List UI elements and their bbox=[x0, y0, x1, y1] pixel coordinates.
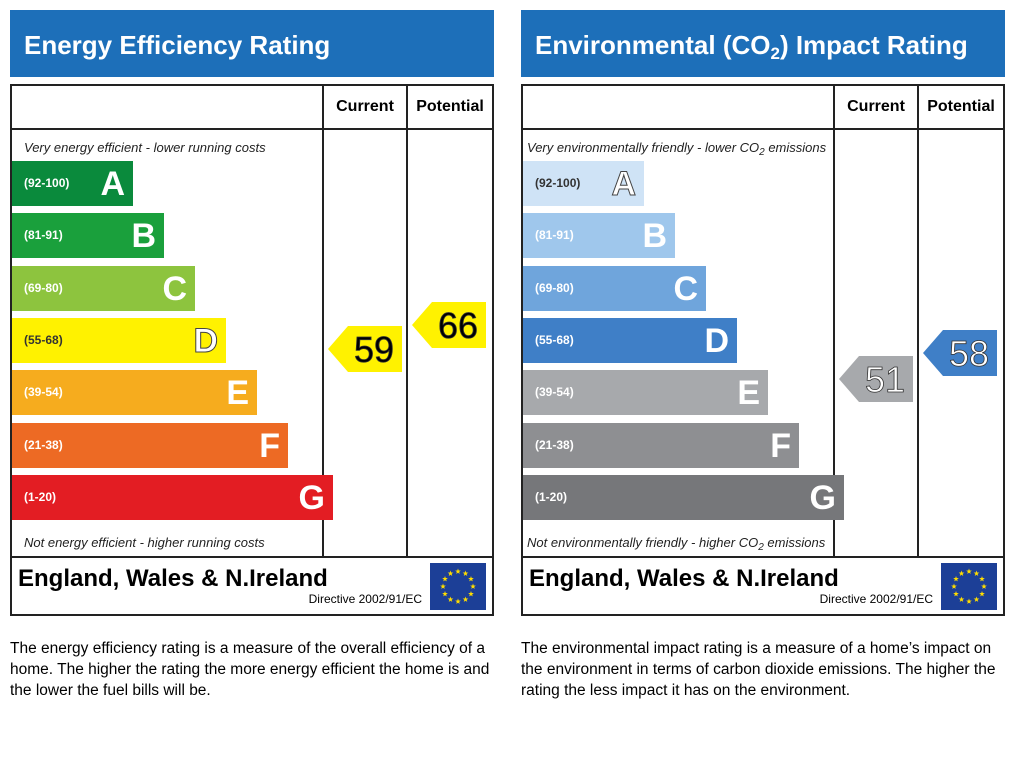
current-arrow-shape bbox=[328, 326, 402, 373]
rating-description: The environmental impact rating is a mea… bbox=[521, 640, 996, 699]
eu-star-icon bbox=[958, 596, 965, 602]
band-letter: C bbox=[673, 269, 698, 308]
band-range-label: (21-38) bbox=[24, 437, 63, 452]
rating-band-d: (55-68) D bbox=[12, 317, 226, 363]
band-range-label: (69-80) bbox=[24, 280, 63, 295]
band-letter: A bbox=[100, 165, 125, 203]
band-range-label: (39-54) bbox=[24, 385, 63, 400]
band-range-label: (1-20) bbox=[535, 489, 568, 504]
rating-band-b: (81-91) B bbox=[12, 213, 164, 259]
top-note: Very energy efficient - lower running co… bbox=[24, 140, 266, 155]
rating-band-d: (55-68) D bbox=[523, 317, 737, 363]
rating-band-e: (39-54) E bbox=[523, 370, 768, 416]
band-letter: E bbox=[226, 374, 249, 413]
eu-star-icon bbox=[966, 568, 972, 574]
band-letter: F bbox=[259, 426, 280, 465]
eu-flag-icon bbox=[430, 563, 486, 610]
eu-star-icon bbox=[973, 570, 980, 576]
potential-arrow-shape bbox=[923, 329, 997, 376]
potential-rating-value: 58 bbox=[949, 333, 989, 374]
eu-star-icon bbox=[447, 570, 454, 576]
eu-star-icon bbox=[442, 576, 448, 582]
rating-band-c: (69-80) C bbox=[12, 265, 195, 311]
eu-star-icon bbox=[462, 596, 469, 602]
eu-star-icon bbox=[442, 591, 448, 597]
region-label: England, Wales & N.Ireland bbox=[18, 565, 328, 592]
directive-label: Directive 2002/91/EC bbox=[819, 592, 933, 606]
bottom-note: Not environmentally friendly - higher CO… bbox=[527, 535, 826, 553]
column-header-potential: Potential bbox=[927, 98, 995, 115]
top-note: Very environmentally friendly - lower CO… bbox=[527, 140, 827, 158]
band-range-label: (69-80) bbox=[535, 280, 574, 295]
eu-star-icon bbox=[462, 570, 469, 576]
eu-star-icon bbox=[455, 598, 461, 604]
band-letter: C bbox=[162, 269, 187, 308]
band-range-label: (92-100) bbox=[535, 176, 581, 190]
band-letter: F bbox=[770, 426, 791, 465]
column-header-potential: Potential bbox=[416, 98, 484, 115]
eu-star-icon bbox=[468, 576, 474, 582]
band-range-label: (92-100) bbox=[24, 176, 70, 190]
eu-star-icon bbox=[440, 583, 446, 589]
column-header-current: Current bbox=[336, 98, 394, 115]
rating-band-f: (21-38) F bbox=[12, 422, 288, 468]
region-label: England, Wales & N.Ireland bbox=[529, 565, 839, 592]
eu-star-icon bbox=[953, 591, 959, 597]
band-range-label: (1-20) bbox=[24, 489, 57, 504]
band-range-label: (55-68) bbox=[535, 332, 574, 347]
band-letter: A bbox=[611, 165, 637, 204]
band-range-label: (21-38) bbox=[535, 437, 574, 452]
band-letter: B bbox=[642, 217, 667, 256]
potential-rating-value: 66 bbox=[438, 305, 478, 346]
eu-star-icon bbox=[953, 576, 959, 582]
rating-band-b: (81-91) B bbox=[523, 213, 675, 259]
eu-star-icon bbox=[951, 583, 957, 589]
rating-band-c: (69-80) C bbox=[523, 265, 706, 311]
eu-star-icon bbox=[958, 570, 965, 576]
eu-star-icon bbox=[455, 568, 461, 574]
eu-star-icon bbox=[981, 583, 987, 589]
rating-band-g: (1-20) G bbox=[12, 474, 333, 520]
rating-band-e: (39-54) E bbox=[12, 370, 257, 416]
band-letter: D bbox=[704, 321, 729, 360]
rating-table-frame bbox=[521, 84, 1005, 616]
band-range-label: (81-91) bbox=[535, 228, 574, 243]
eu-flag-icon bbox=[941, 563, 997, 610]
current-arrow-shape bbox=[839, 356, 913, 403]
bottom-note: Not energy efficient - higher running co… bbox=[24, 535, 265, 550]
band-range-label: (81-91) bbox=[24, 228, 63, 243]
rating-band-g: (1-20) G bbox=[523, 474, 844, 520]
rating-band-f: (21-38) F bbox=[523, 422, 799, 468]
eu-star-icon bbox=[468, 591, 474, 597]
current-rating-value: 59 bbox=[354, 329, 394, 370]
eu-star-icon bbox=[966, 598, 972, 604]
band-letter: G bbox=[809, 478, 836, 517]
eu-star-icon bbox=[973, 596, 980, 602]
potential-rating-arrow: 66 bbox=[412, 301, 486, 348]
environmental-impact-title: Environmental (CO2) Impact Rating bbox=[521, 10, 1005, 77]
band-letter: B bbox=[131, 217, 156, 256]
rating-description: The energy efficiency rating is a measur… bbox=[10, 640, 490, 699]
rating-table-frame bbox=[10, 84, 494, 616]
energy-efficiency-title: Energy Efficiency Rating bbox=[10, 10, 494, 77]
rating-band-a: (92-100) A bbox=[523, 161, 644, 206]
eu-star-icon bbox=[470, 583, 476, 589]
current-rating-arrow: 59 bbox=[328, 326, 402, 373]
rating-band-a: (92-100) A bbox=[12, 161, 133, 206]
band-letter: E bbox=[737, 374, 760, 413]
band-range-label: (55-68) bbox=[24, 332, 63, 347]
eu-star-icon bbox=[447, 596, 454, 602]
band-range-label: (39-54) bbox=[535, 385, 574, 400]
potential-arrow-shape bbox=[412, 301, 486, 348]
current-rating-value: 51 bbox=[865, 359, 905, 400]
potential-rating-arrow: 58 bbox=[923, 329, 997, 376]
band-letter: D bbox=[193, 321, 219, 360]
column-header-current: Current bbox=[847, 98, 905, 115]
eu-star-icon bbox=[979, 591, 985, 597]
directive-label: Directive 2002/91/EC bbox=[308, 592, 422, 606]
band-letter: G bbox=[298, 478, 325, 517]
current-rating-arrow: 51 bbox=[839, 356, 913, 403]
eu-star-icon bbox=[979, 576, 985, 582]
